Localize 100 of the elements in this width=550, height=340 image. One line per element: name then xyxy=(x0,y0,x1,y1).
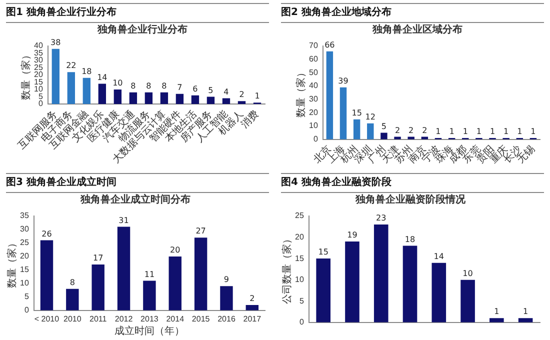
y-tick-label: 0 xyxy=(313,134,318,144)
y-tick-label: 0 xyxy=(38,99,44,108)
data-label: 1 xyxy=(523,307,528,316)
x-axis-title: 成立时间（年） xyxy=(114,324,184,337)
data-label: 31 xyxy=(118,216,129,225)
x-tick-label: < 2010 xyxy=(34,314,60,324)
y-tick-label: 10 xyxy=(294,275,304,284)
data-label: 1 xyxy=(462,127,468,136)
y-tick-label: 15 xyxy=(294,254,304,263)
bar xyxy=(394,136,401,140)
data-label: 26 xyxy=(42,229,52,238)
data-label: 12 xyxy=(365,112,376,122)
y-tick-label: 20 xyxy=(34,70,44,80)
bar xyxy=(490,318,504,322)
y-tick-label: 25 xyxy=(294,211,304,220)
y-tick-label: 30 xyxy=(34,56,44,65)
x-tick-label: 2010 xyxy=(64,314,82,324)
bar xyxy=(432,262,446,322)
y-tick-label: 30 xyxy=(308,94,318,104)
data-label: 7 xyxy=(177,82,182,92)
bar xyxy=(408,136,414,140)
data-label: 1 xyxy=(517,127,522,136)
bar xyxy=(82,78,91,104)
bar xyxy=(222,98,230,104)
data-label: 8 xyxy=(146,81,152,90)
bar xyxy=(460,280,475,322)
bar xyxy=(194,238,208,310)
data-label: 2 xyxy=(394,126,400,135)
bar xyxy=(380,132,388,140)
data-label: 17 xyxy=(93,254,104,263)
data-label: 10 xyxy=(462,268,473,278)
bar xyxy=(220,286,233,310)
data-label: 8 xyxy=(162,81,167,90)
chart-subtitle: 独角兽企业行业分布 xyxy=(96,24,188,36)
data-label: 19 xyxy=(347,230,358,240)
y-tick-label: 5 xyxy=(24,292,30,302)
data-label: 6 xyxy=(192,84,198,94)
data-label: 14 xyxy=(97,72,108,82)
data-label: 2 xyxy=(250,294,255,304)
bar xyxy=(143,280,156,310)
data-label: 27 xyxy=(196,226,206,236)
bar xyxy=(367,123,374,140)
data-label: 15 xyxy=(352,108,362,118)
bar xyxy=(160,92,168,104)
bar xyxy=(129,92,138,104)
data-label: 18 xyxy=(404,234,416,244)
y-axis-title: 数量（家） xyxy=(20,50,32,100)
y-tick-label: 60 xyxy=(308,54,318,64)
data-label: 66 xyxy=(324,40,335,50)
data-label: 2 xyxy=(408,126,414,135)
bar xyxy=(98,84,106,104)
y-tick-label: 5 xyxy=(299,296,304,306)
data-label: 11 xyxy=(144,270,155,279)
y-tick-label: 30 xyxy=(20,224,30,234)
data-label: 1 xyxy=(504,127,509,136)
data-label: 1 xyxy=(490,127,496,136)
bar xyxy=(246,305,259,310)
y-tick-label: 15 xyxy=(20,265,30,274)
data-label: 20 xyxy=(170,246,180,255)
data-label: 23 xyxy=(376,214,386,223)
y-tick-label: 25 xyxy=(34,62,44,72)
chart-title: 图4 独角兽企业融资阶段 xyxy=(281,173,544,193)
y-tick-label: 35 xyxy=(20,211,30,220)
data-label: 1 xyxy=(494,307,500,316)
bar xyxy=(168,256,182,310)
data-label: 1 xyxy=(254,92,260,101)
bar xyxy=(114,90,122,104)
chart-title: 图3 独角兽企业成立时间 xyxy=(6,173,269,193)
bar xyxy=(238,101,246,104)
y-tick-label: 40 xyxy=(34,41,44,50)
bar xyxy=(345,242,360,322)
x-tick-label: 2016 xyxy=(218,314,236,324)
bar xyxy=(326,51,334,140)
bar xyxy=(40,240,54,310)
data-label: 2 xyxy=(239,90,244,100)
data-label: 14 xyxy=(434,252,444,261)
y-tick-label: 0 xyxy=(299,318,304,327)
bar xyxy=(316,258,330,322)
data-label: 8 xyxy=(70,278,75,287)
data-label: 39 xyxy=(338,76,348,86)
y-tick-label: 0 xyxy=(24,306,30,315)
x-tick-label: 2014 xyxy=(166,314,185,324)
y-tick-label: 10 xyxy=(34,84,44,94)
bar xyxy=(353,119,360,140)
bar xyxy=(176,94,184,104)
bar xyxy=(144,92,153,104)
data-label: 8 xyxy=(130,81,136,90)
bar xyxy=(206,96,215,104)
bar xyxy=(92,264,104,310)
data-label: 18 xyxy=(82,66,92,76)
data-label: 1 xyxy=(436,127,441,136)
y-tick-label: 50 xyxy=(308,68,318,77)
x-tick-label: 2017 xyxy=(243,314,262,324)
y-axis-title: 数量（家） xyxy=(294,68,307,118)
bar xyxy=(421,136,428,140)
bar xyxy=(402,246,418,322)
y-tick-label: 5 xyxy=(38,92,44,101)
data-label: 1 xyxy=(476,127,482,136)
y-tick-label: 20 xyxy=(294,232,304,242)
x-tick-label: 2011 xyxy=(89,314,108,324)
